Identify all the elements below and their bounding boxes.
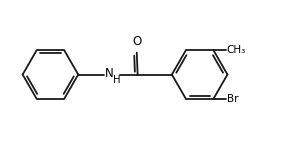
Text: Br: Br bbox=[227, 94, 238, 104]
Text: O: O bbox=[132, 35, 141, 48]
Text: N: N bbox=[105, 67, 113, 80]
Text: CH₃: CH₃ bbox=[227, 45, 246, 55]
Text: H: H bbox=[113, 75, 121, 85]
